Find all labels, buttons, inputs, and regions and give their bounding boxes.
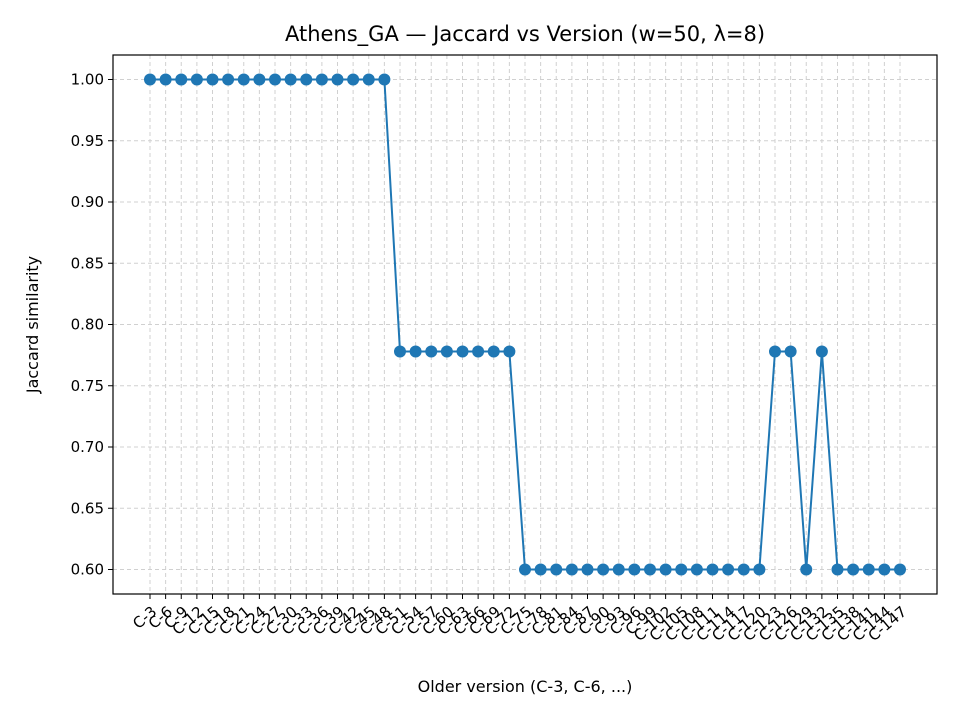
data-point	[581, 563, 594, 576]
data-point	[253, 73, 266, 86]
data-point	[628, 563, 641, 576]
data-point	[534, 563, 547, 576]
data-point	[425, 345, 438, 358]
grid-layer	[113, 55, 937, 594]
data-point	[659, 563, 672, 576]
chart-title: Athens_GA — Jaccard vs Version (w=50, λ=…	[285, 22, 765, 47]
y-tick-label: 0.60	[71, 561, 104, 579]
data-point	[347, 73, 360, 86]
data-point	[284, 73, 297, 86]
data-point	[550, 563, 563, 576]
data-point	[440, 345, 453, 358]
y-tick-label: 0.75	[71, 377, 104, 395]
data-point	[737, 563, 750, 576]
y-tick-label: 0.80	[71, 316, 104, 334]
data-point	[144, 73, 156, 86]
data-point	[675, 563, 688, 576]
data-point	[315, 73, 328, 86]
y-tick-label: 1.00	[71, 71, 104, 89]
data-point	[487, 345, 500, 358]
data-point	[159, 73, 172, 86]
data-point	[331, 73, 344, 86]
y-tick-label: 0.85	[71, 254, 104, 272]
data-point	[722, 563, 735, 576]
data-point	[456, 345, 469, 358]
data-point	[847, 563, 860, 576]
data-point	[222, 73, 235, 86]
data-point	[878, 563, 891, 576]
y-axis-label: Jaccard similarity	[23, 256, 42, 394]
x-axis-label: Older version (C-3, C-6, ...)	[418, 677, 633, 696]
data-point	[503, 345, 516, 358]
data-point	[237, 73, 250, 86]
data-point	[300, 73, 313, 86]
data-point	[409, 345, 422, 358]
data-point	[800, 563, 813, 576]
data-point	[753, 563, 766, 576]
data-point	[706, 563, 719, 576]
data-point	[206, 73, 219, 86]
data-point	[597, 563, 610, 576]
data-point	[519, 563, 531, 576]
data-point	[862, 563, 875, 576]
series-layer	[144, 73, 906, 576]
data-point	[644, 563, 656, 576]
data-point	[269, 73, 281, 86]
data-point	[612, 563, 625, 576]
y-tick-label: 0.90	[71, 193, 104, 211]
y-tick-label: 0.70	[71, 438, 104, 456]
data-point	[815, 345, 828, 358]
data-point	[394, 345, 406, 358]
data-point	[175, 73, 188, 86]
y-tick-label: 0.65	[71, 499, 104, 517]
data-point	[190, 73, 203, 86]
data-point	[565, 563, 578, 576]
data-point	[831, 563, 844, 576]
data-point	[378, 73, 391, 86]
data-point	[784, 345, 797, 358]
data-point	[472, 345, 485, 358]
data-point	[894, 563, 906, 576]
data-point	[690, 563, 703, 576]
data-point	[769, 345, 781, 358]
y-tick-label: 0.95	[71, 132, 104, 150]
data-point	[362, 73, 375, 86]
